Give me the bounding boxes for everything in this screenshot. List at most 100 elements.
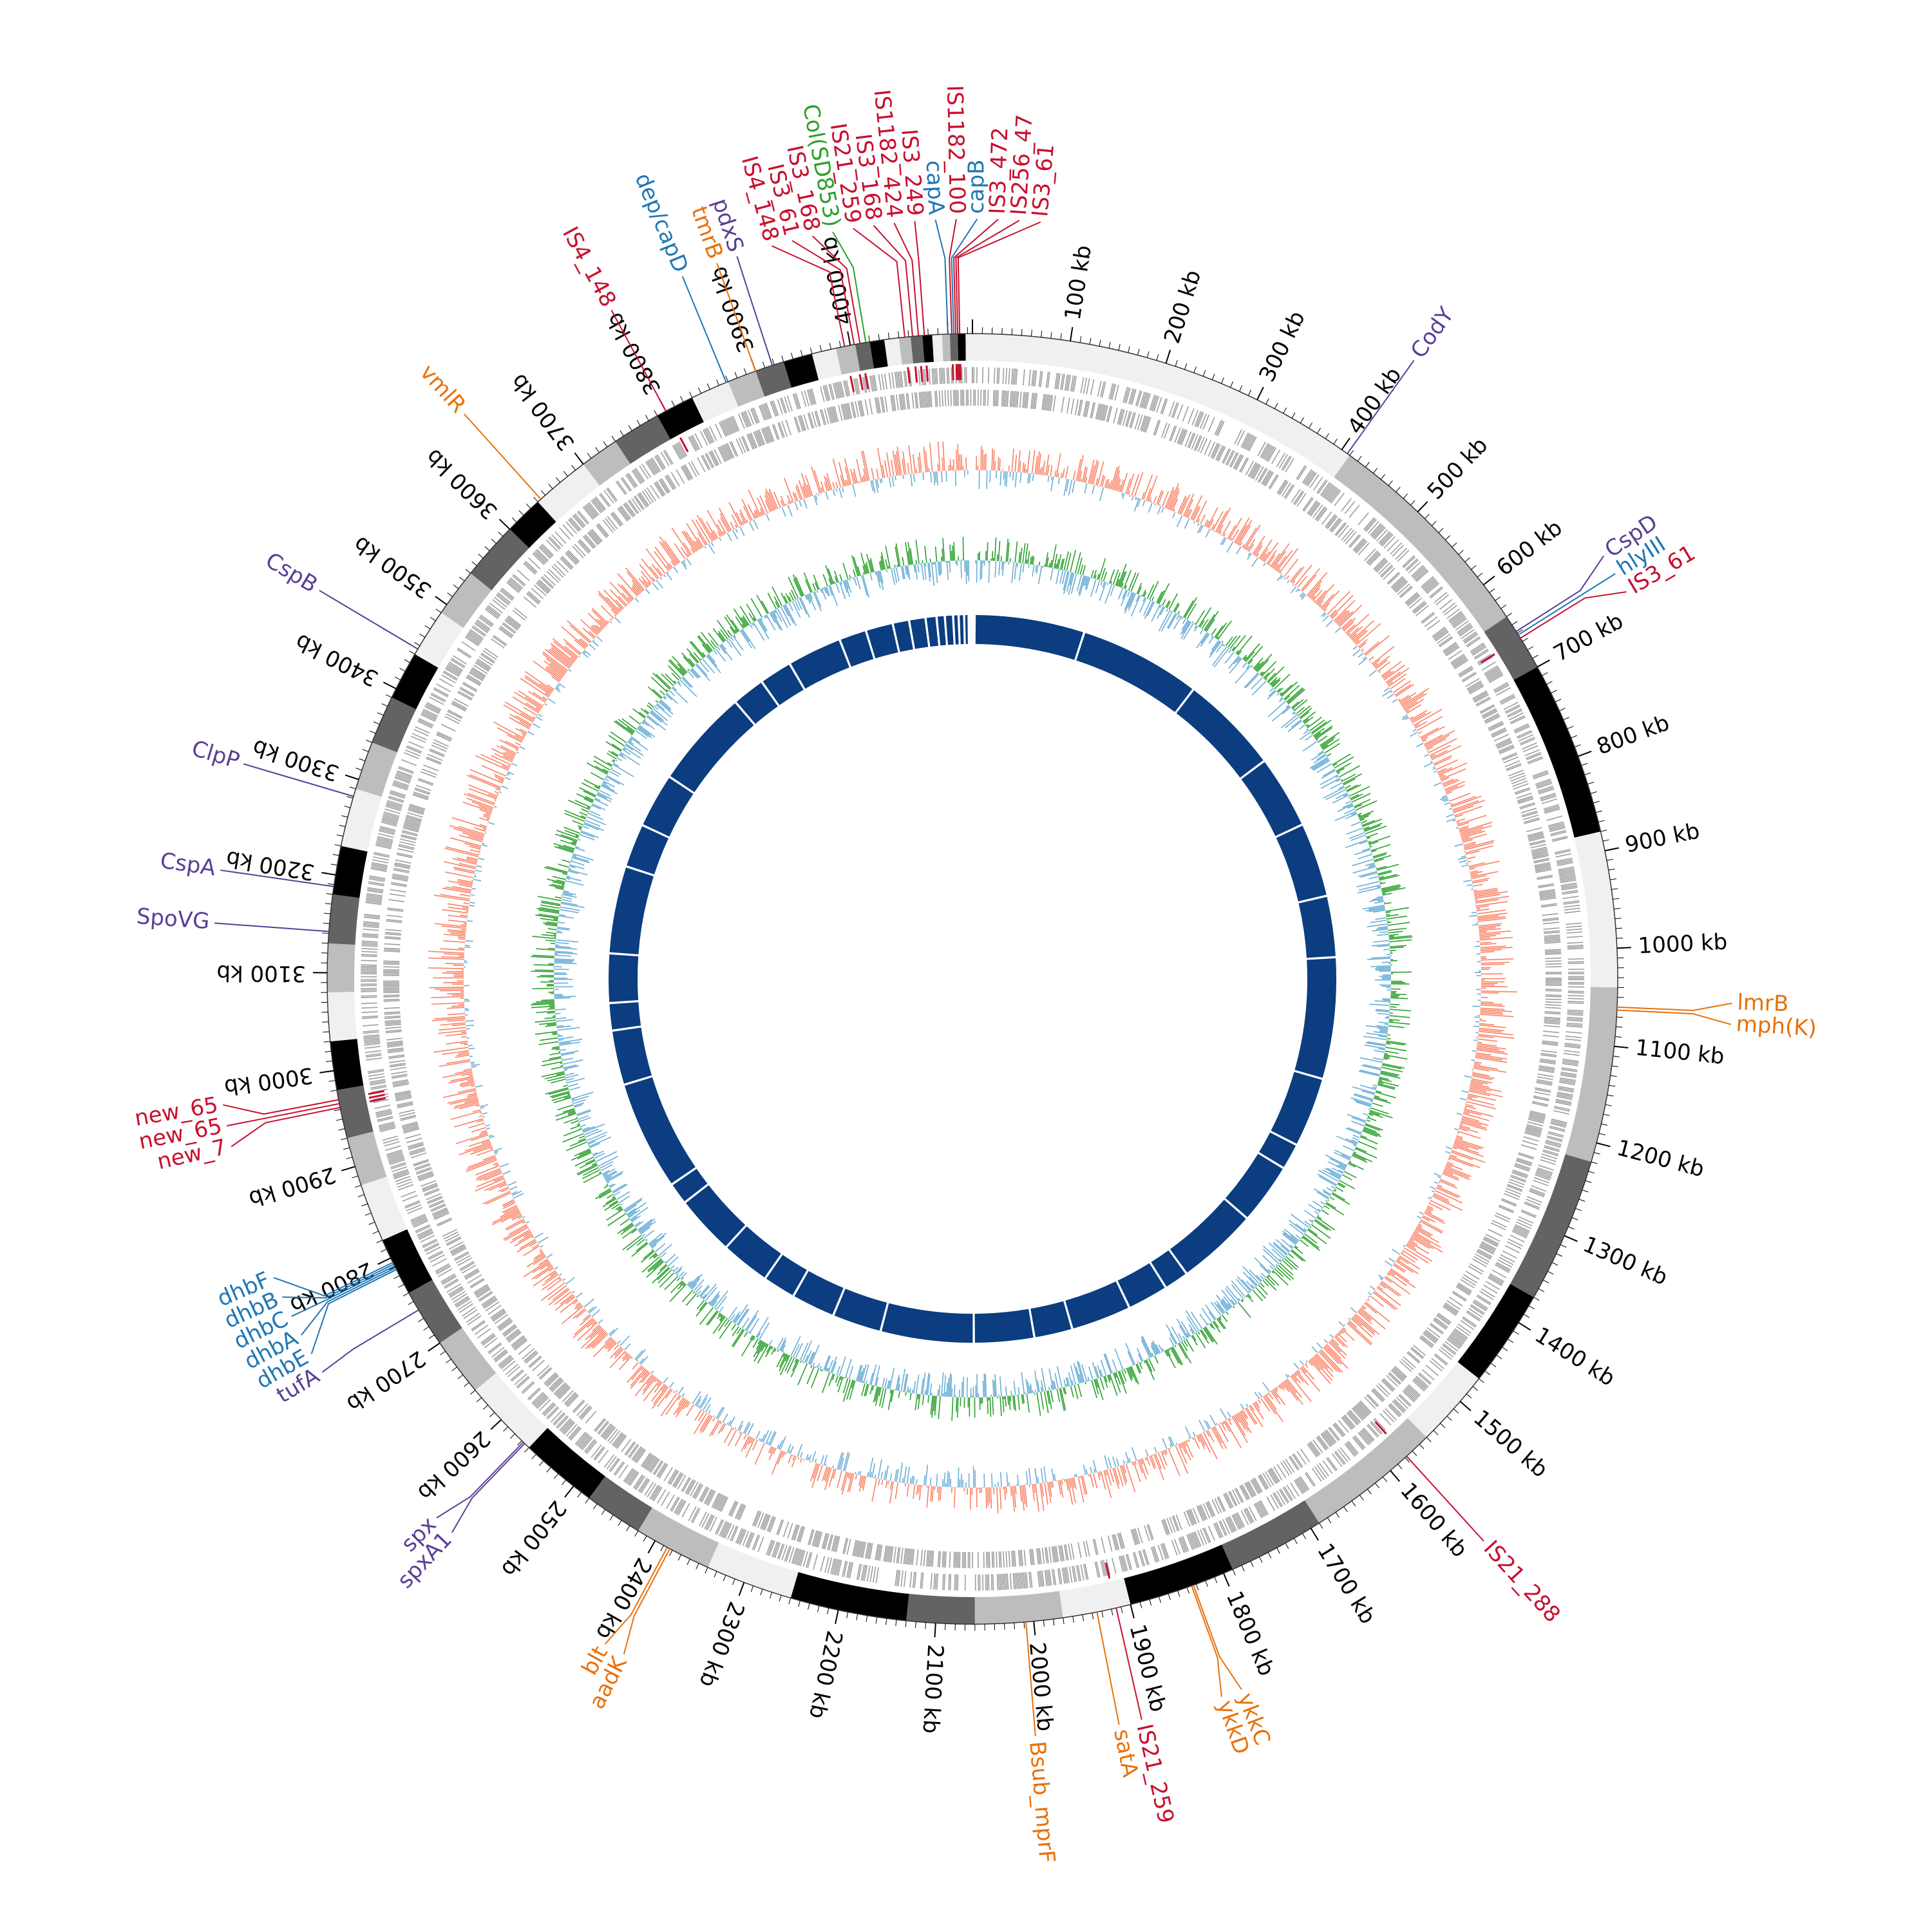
cds-track — [360, 366, 1585, 1591]
cds-mark — [410, 735, 426, 743]
cds-mark — [639, 492, 650, 506]
cds-mark — [425, 705, 440, 713]
cds-mark — [735, 1503, 743, 1519]
kb-tick-label: 1400 kb — [1530, 1322, 1620, 1392]
cds-mark — [1538, 883, 1555, 887]
cds-mark — [470, 1279, 485, 1289]
cds-mark — [907, 1548, 911, 1565]
minor-tick — [1372, 468, 1378, 474]
cds-mark — [404, 749, 421, 757]
cds-mark — [386, 1043, 403, 1046]
minor-tick — [1555, 699, 1562, 703]
cds-mark — [1528, 837, 1545, 842]
cds-mark — [466, 1312, 480, 1323]
cds-mark — [1012, 391, 1015, 408]
cds-mark — [605, 517, 616, 531]
minor-tick — [418, 1318, 424, 1322]
cds-mark — [890, 395, 894, 412]
cds-mark — [488, 1342, 502, 1353]
cds-mark — [1186, 1510, 1193, 1526]
cds-mark — [660, 451, 670, 467]
cds-mark — [1307, 500, 1318, 515]
minor-tick — [1567, 726, 1574, 730]
cds-mark — [466, 635, 480, 645]
cds-mark — [420, 714, 436, 722]
synteny-block — [791, 640, 849, 689]
cds-mark — [1409, 597, 1423, 609]
cds-mark — [708, 451, 717, 467]
cds-mark — [1517, 795, 1533, 802]
cds-mark — [578, 510, 589, 524]
cds-mark — [1539, 788, 1555, 795]
cds-mark — [477, 619, 491, 630]
cds-mark — [634, 1448, 645, 1463]
cds-mark — [999, 1551, 1002, 1567]
cds-mark — [383, 994, 400, 996]
cds-mark — [768, 1540, 775, 1557]
cds-mark — [536, 581, 549, 593]
cds-mark — [1129, 412, 1135, 428]
cds-mark — [371, 1088, 388, 1094]
kb-tick-label: 400 kb — [1343, 363, 1407, 439]
cds-mark — [1543, 804, 1559, 810]
cds-mark — [1352, 1406, 1365, 1420]
kb-tick-label: 3900 kb — [705, 263, 759, 355]
cds-mark — [723, 1522, 731, 1539]
cds-mark — [384, 808, 401, 815]
cds-mark — [1169, 1517, 1176, 1533]
cds-mark — [1226, 1517, 1235, 1533]
cds-mark — [1281, 482, 1291, 497]
cds-mark — [1489, 1274, 1504, 1283]
is-element-mark — [1374, 1421, 1387, 1435]
cds-mark — [654, 482, 665, 497]
cds-mark — [1322, 1460, 1333, 1474]
cds-mark — [361, 954, 377, 956]
minor-tick — [498, 531, 504, 537]
cds-mark — [1314, 1466, 1325, 1481]
cds-mark — [1188, 408, 1195, 424]
cds-mark — [492, 636, 507, 647]
cds-mark — [1103, 1560, 1108, 1576]
cds-mark — [931, 1550, 934, 1567]
cds-mark — [1338, 525, 1349, 538]
cds-mark — [860, 1541, 865, 1558]
cds-mark — [1053, 1569, 1057, 1586]
cds-mark — [1524, 1132, 1540, 1138]
cds-mark — [1501, 752, 1517, 760]
cds-mark — [1058, 1545, 1062, 1562]
major-tick — [341, 1166, 355, 1171]
cds-mark — [1373, 557, 1385, 570]
cds-mark — [502, 1325, 516, 1336]
cds-mark — [897, 1570, 901, 1587]
cds-mark — [1117, 408, 1122, 425]
cds-mark — [1258, 1501, 1267, 1516]
cds-mark — [422, 1238, 437, 1247]
cds-mark — [490, 1308, 504, 1319]
cds-mark — [1513, 1227, 1528, 1236]
cds-mark — [1240, 1484, 1249, 1500]
cds-mark — [1280, 1488, 1290, 1503]
cds-mark — [387, 1047, 404, 1051]
cds-mark — [430, 748, 445, 756]
cds-mark — [1399, 585, 1412, 598]
cds-mark — [1501, 696, 1516, 705]
cds-mark — [505, 618, 519, 630]
cds-mark — [1309, 502, 1320, 516]
cds-mark — [806, 1551, 811, 1568]
minor-tick — [1023, 1622, 1025, 1629]
cds-mark — [1367, 1423, 1379, 1437]
cds-mark — [540, 577, 553, 589]
cds-mark — [776, 1519, 783, 1535]
cds-mark — [1531, 849, 1548, 855]
cds-mark — [617, 507, 628, 522]
cds-mark — [1184, 431, 1192, 447]
cds-mark — [1189, 1533, 1196, 1549]
cds-mark — [462, 683, 477, 692]
cds-mark — [1034, 370, 1037, 387]
cds-mark — [1245, 1482, 1255, 1497]
cds-mark — [1548, 824, 1565, 829]
contig-segment — [1222, 1500, 1320, 1569]
cds-mark — [631, 1446, 642, 1461]
feature-leader-line — [604, 1547, 668, 1645]
cds-mark — [1473, 1299, 1488, 1309]
